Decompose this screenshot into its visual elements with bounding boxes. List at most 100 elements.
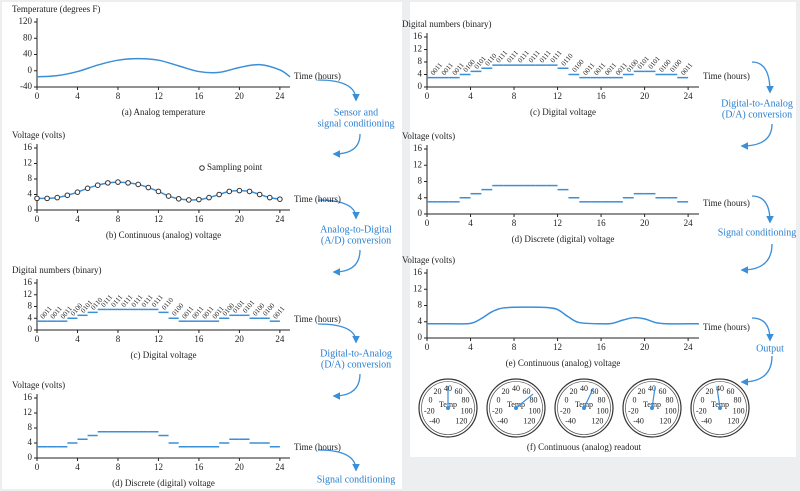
chart-title: Voltage (volts): [12, 130, 65, 140]
sampling-point: [74, 189, 81, 195]
y-tick-label: 12: [23, 158, 32, 168]
sampling-point: [186, 197, 192, 203]
flow-label: Digital-to-Analog: [721, 98, 793, 109]
flow-label: Analog-to-Digital: [320, 224, 392, 235]
sampling-point: [64, 192, 71, 199]
y-tick-label: 8: [28, 422, 33, 432]
y-tick-label: 8: [418, 300, 423, 310]
x-tick-label: 8: [116, 462, 121, 472]
sampling-point: [256, 191, 263, 198]
y-tick-label: 0: [28, 204, 33, 214]
sampling-point: [266, 194, 273, 201]
y-tick-label: 16: [23, 277, 33, 287]
flow-label: (D/A) conversion: [722, 109, 792, 120]
y-tick-label: 4: [418, 69, 423, 79]
gauge-center-label: Temp: [575, 400, 593, 409]
x-tick-label: 16: [597, 342, 607, 352]
x-axis-label: Time (hours): [294, 314, 341, 324]
y-tick-label: 8: [418, 56, 423, 66]
y-tick-label: 0: [28, 65, 33, 75]
gauge-scale-label: 20: [637, 387, 645, 396]
gauge-scale-label: 100: [733, 407, 745, 416]
sampling-point: [135, 181, 141, 188]
sampling-point: [196, 196, 202, 203]
gauge-scale-label: -20: [492, 407, 503, 416]
gauge-rim: [557, 381, 611, 435]
flow-label: (A/D) conversion: [321, 235, 391, 246]
y-tick-label: -40: [20, 81, 32, 91]
left-panel: [2, 2, 402, 489]
x-tick-label: 20: [640, 218, 650, 228]
x-tick-label: 16: [194, 91, 204, 101]
gauge-scale-label: -40: [497, 416, 508, 425]
gauge-scale-label: 60: [591, 387, 599, 396]
sampling-point: [115, 179, 121, 185]
sampling-point: [34, 195, 40, 202]
y-tick-label: 80: [23, 32, 33, 42]
gauge-scale-label: 20: [433, 387, 441, 396]
gauge-scale-label: 60: [523, 387, 531, 396]
gauge-scale-label: 0: [564, 396, 568, 405]
x-tick-label: 0: [35, 91, 40, 101]
chart-title: Voltage (volts): [402, 131, 455, 141]
gauge-scale-label: 100: [597, 407, 609, 416]
y-tick-label: 4: [418, 316, 423, 326]
sampling-point: [216, 191, 222, 198]
gauge-rim: [489, 381, 543, 435]
flow-arrows: [317, 61, 774, 472]
gauge-scale-label: 0: [496, 396, 500, 405]
chart-title: Digital numbers (binary): [12, 265, 101, 275]
x-tick-label: 4: [75, 91, 80, 101]
y-tick-label: 4: [418, 192, 423, 202]
x-tick-label: 12: [154, 91, 163, 101]
x-tick-label: 24: [684, 218, 694, 228]
x-tick-label: 20: [235, 91, 245, 101]
x-tick-label: 4: [468, 218, 473, 228]
sampling-point: [44, 195, 50, 202]
x-tick-label: 20: [640, 342, 650, 352]
x-tick-label: 4: [468, 342, 473, 352]
x-tick-label: 20: [235, 462, 245, 472]
gauge-scale-label: -40: [701, 416, 712, 425]
line: [426, 306, 699, 325]
x-tick-label: 24: [684, 91, 694, 101]
gauge-scale-label: 80: [462, 396, 470, 405]
x-tick-label: 8: [116, 334, 121, 344]
gauge-scale-label: 120: [455, 416, 467, 425]
y-tick-label: 4: [28, 312, 33, 322]
y-tick-label: 4: [28, 189, 33, 199]
chart-title: Voltage (volts): [402, 255, 455, 265]
x-tick-label: 0: [35, 214, 40, 224]
x-tick-label: 16: [194, 462, 204, 472]
gauge-scale-label: 0: [700, 396, 704, 405]
x-tick-label: 0: [425, 218, 430, 228]
gauge-scale-label: -40: [633, 416, 644, 425]
chart-title: Temperature (degrees F): [12, 4, 100, 14]
x-tick-label: 24: [275, 214, 285, 224]
gauge-scale-label: 120: [659, 416, 671, 425]
x-tick-label: 12: [154, 214, 163, 224]
gauge-scale-label: 0: [632, 396, 636, 405]
gauge-scale-label: -20: [424, 407, 435, 416]
gauge-scale-label: 40: [512, 384, 520, 393]
x-tick-label: 16: [194, 334, 204, 344]
x-tick-label: 16: [194, 214, 204, 224]
y-tick-label: 0: [28, 324, 33, 334]
gauge-hub: [650, 406, 654, 410]
x-tick-label: 0: [425, 91, 430, 101]
caption: (a) Analog temperature: [122, 107, 205, 117]
y-tick-label: 8: [418, 176, 423, 186]
y-tick-label: 8: [28, 173, 33, 183]
flow-label: Sensor and: [334, 107, 378, 118]
gauge-scale-label: 0: [428, 396, 432, 405]
flow-label: (D/A) conversion: [321, 359, 391, 370]
gauge-rim: [421, 381, 475, 435]
y-tick-label: 12: [23, 289, 32, 299]
gauge-scale-label: 120: [523, 416, 535, 425]
sampling-point: [145, 184, 152, 191]
sampling-point: [175, 195, 182, 202]
y-tick-label: 120: [19, 16, 33, 26]
y-tick-label: 12: [413, 44, 422, 54]
